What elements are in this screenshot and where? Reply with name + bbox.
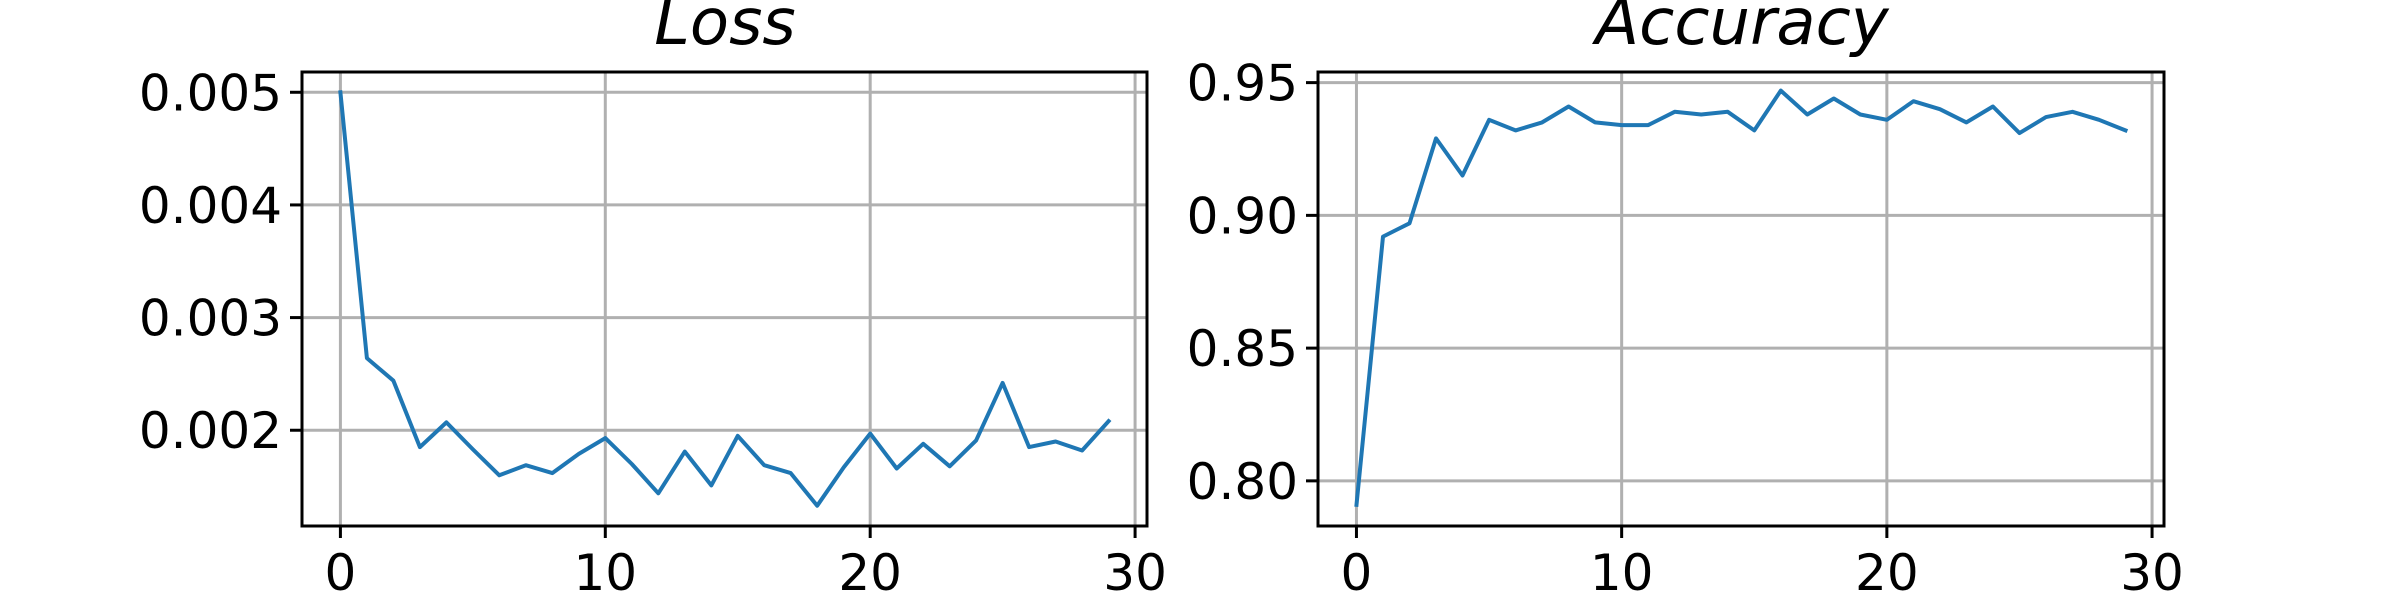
accuracy-grid: [1318, 72, 2164, 526]
loss-y-tick-label-3: 0.005: [139, 64, 282, 122]
accuracy-y-tick-label-0: 0.80: [1187, 453, 1298, 511]
accuracy-series-line-0: [1354, 88, 2129, 507]
loss-series: [338, 90, 1112, 508]
accuracy-y-tick-label-1: 0.85: [1187, 320, 1298, 378]
loss-chart: Loss 0 10 20 30 0.002 0.003 0.004 0.005: [139, 0, 1167, 600]
loss-grid: [302, 72, 1147, 526]
accuracy-x-tick-label-2: 20: [1855, 544, 1919, 600]
loss-ticks: 0 10 20 30 0.002 0.003 0.004 0.005: [139, 64, 1167, 600]
accuracy-chart-title: Accuracy: [1591, 0, 1889, 60]
loss-x-tick-label-3: 30: [1103, 544, 1167, 600]
loss-x-tick-label-0: 0: [325, 544, 357, 600]
accuracy-y-tick-label-3: 0.95: [1187, 55, 1298, 113]
accuracy-x-tick-label-0: 0: [1341, 544, 1373, 600]
accuracy-ticks: 0 10 20 30 0.80 0.85 0.90 0.95: [1187, 55, 2184, 600]
accuracy-chart: Accuracy 0 10 20 30 0.80 0.85 0.90 0.95: [1187, 0, 2184, 600]
accuracy-x-tick-label-3: 30: [2120, 544, 2184, 600]
loss-x-tick-label-2: 20: [838, 544, 902, 600]
accuracy-plot-frame: [1316, 70, 2166, 528]
accuracy-x-tick-label-1: 10: [1590, 544, 1654, 600]
accuracy-series: [1354, 88, 2129, 507]
loss-x-tick-label-1: 10: [573, 544, 637, 600]
loss-chart-title: Loss: [654, 0, 796, 60]
loss-plot-frame: [300, 70, 1149, 528]
loss-y-tick-label-1: 0.003: [139, 290, 282, 348]
accuracy-y-tick-label-2: 0.90: [1187, 187, 1298, 245]
loss-y-tick-label-2: 0.004: [139, 177, 282, 235]
loss-y-tick-label-0: 0.002: [139, 402, 282, 460]
loss-series-line-0: [338, 90, 1112, 508]
